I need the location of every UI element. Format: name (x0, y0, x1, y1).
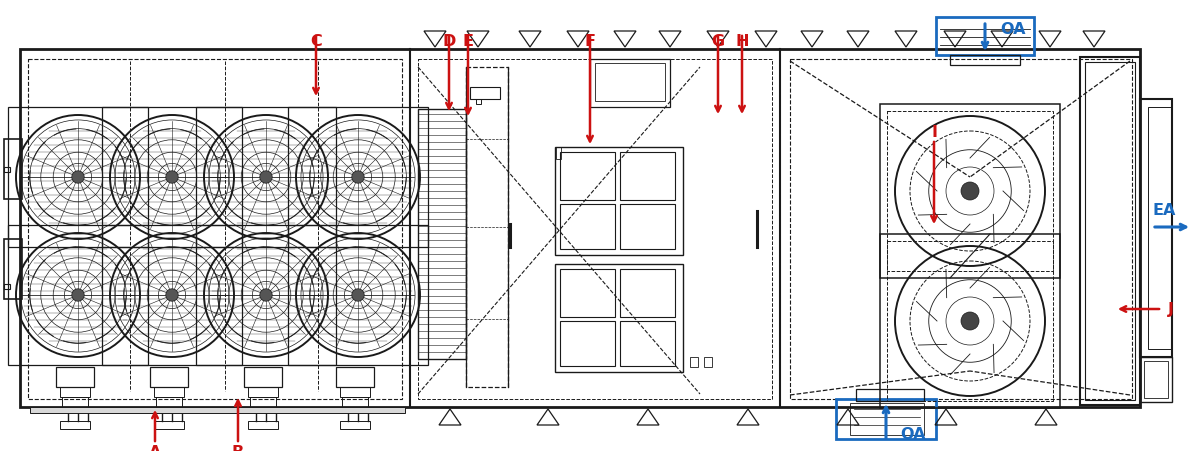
Bar (150, 367, 188, 387)
Bar (620, 321, 676, 366)
Bar (950, 56, 1020, 66)
Bar (154, 387, 184, 397)
Bar (880, 235, 1060, 408)
Bar (250, 397, 276, 411)
Circle shape (260, 289, 272, 302)
Bar (4, 140, 22, 199)
Bar (1144, 361, 1168, 398)
Bar (560, 269, 616, 318)
Bar (156, 397, 182, 411)
Bar (248, 421, 278, 429)
Circle shape (352, 171, 365, 184)
Bar (595, 64, 665, 102)
Bar (1140, 100, 1172, 357)
Bar (556, 147, 683, 255)
Bar (466, 68, 508, 387)
Text: D: D (443, 34, 456, 49)
Bar (4, 168, 10, 173)
Bar (836, 399, 936, 439)
Bar (30, 407, 406, 413)
Circle shape (166, 289, 179, 302)
Text: G: G (712, 34, 725, 49)
Circle shape (260, 171, 272, 184)
Bar (470, 88, 500, 100)
Text: I: I (931, 125, 937, 140)
Bar (340, 421, 370, 429)
Text: E: E (462, 34, 474, 49)
Bar (887, 241, 1054, 401)
Bar (288, 108, 428, 248)
Bar (560, 152, 616, 201)
Bar (56, 367, 94, 387)
Bar (20, 50, 1140, 407)
Bar (856, 389, 924, 401)
Bar (8, 108, 148, 248)
Bar (476, 100, 481, 105)
Bar (1085, 63, 1135, 400)
Bar (196, 108, 336, 248)
Bar (60, 421, 90, 429)
Bar (418, 60, 772, 399)
Bar (880, 105, 1060, 278)
Bar (28, 60, 402, 399)
Bar (248, 387, 278, 397)
Bar (560, 205, 616, 249)
Bar (790, 60, 1132, 399)
Bar (102, 226, 242, 365)
Text: OA: OA (900, 426, 925, 441)
Bar (704, 357, 712, 367)
Circle shape (961, 183, 979, 201)
Bar (102, 108, 242, 248)
Bar (850, 403, 924, 435)
Bar (342, 397, 368, 411)
Bar (936, 18, 1034, 56)
Bar (60, 387, 90, 397)
Bar (620, 152, 676, 201)
Text: EA: EA (1152, 202, 1175, 217)
Circle shape (72, 289, 84, 302)
Text: OA: OA (1000, 22, 1026, 37)
Bar (556, 264, 683, 372)
Text: H: H (736, 34, 749, 49)
Circle shape (72, 171, 84, 184)
Bar (887, 112, 1054, 272)
Circle shape (352, 289, 365, 302)
Bar (4, 285, 10, 290)
Bar (336, 367, 374, 387)
Bar (4, 239, 22, 299)
Bar (418, 110, 466, 359)
Bar (590, 60, 670, 108)
Text: C: C (310, 34, 322, 49)
Bar (1140, 357, 1172, 402)
Circle shape (961, 312, 979, 330)
Text: B: B (232, 444, 244, 451)
Text: F: F (584, 34, 595, 49)
Bar (620, 269, 676, 318)
Bar (154, 421, 184, 429)
Bar (560, 321, 616, 366)
Bar (620, 205, 676, 249)
Bar (288, 226, 428, 365)
Text: A: A (149, 444, 161, 451)
Bar (8, 226, 148, 365)
Bar (62, 397, 88, 411)
Circle shape (166, 171, 179, 184)
Bar (196, 226, 336, 365)
Bar (1080, 58, 1140, 405)
Bar (1148, 108, 1172, 349)
Text: J: J (1168, 302, 1174, 317)
Bar (690, 357, 698, 367)
Bar (556, 147, 562, 160)
Bar (244, 367, 282, 387)
Bar (340, 387, 370, 397)
